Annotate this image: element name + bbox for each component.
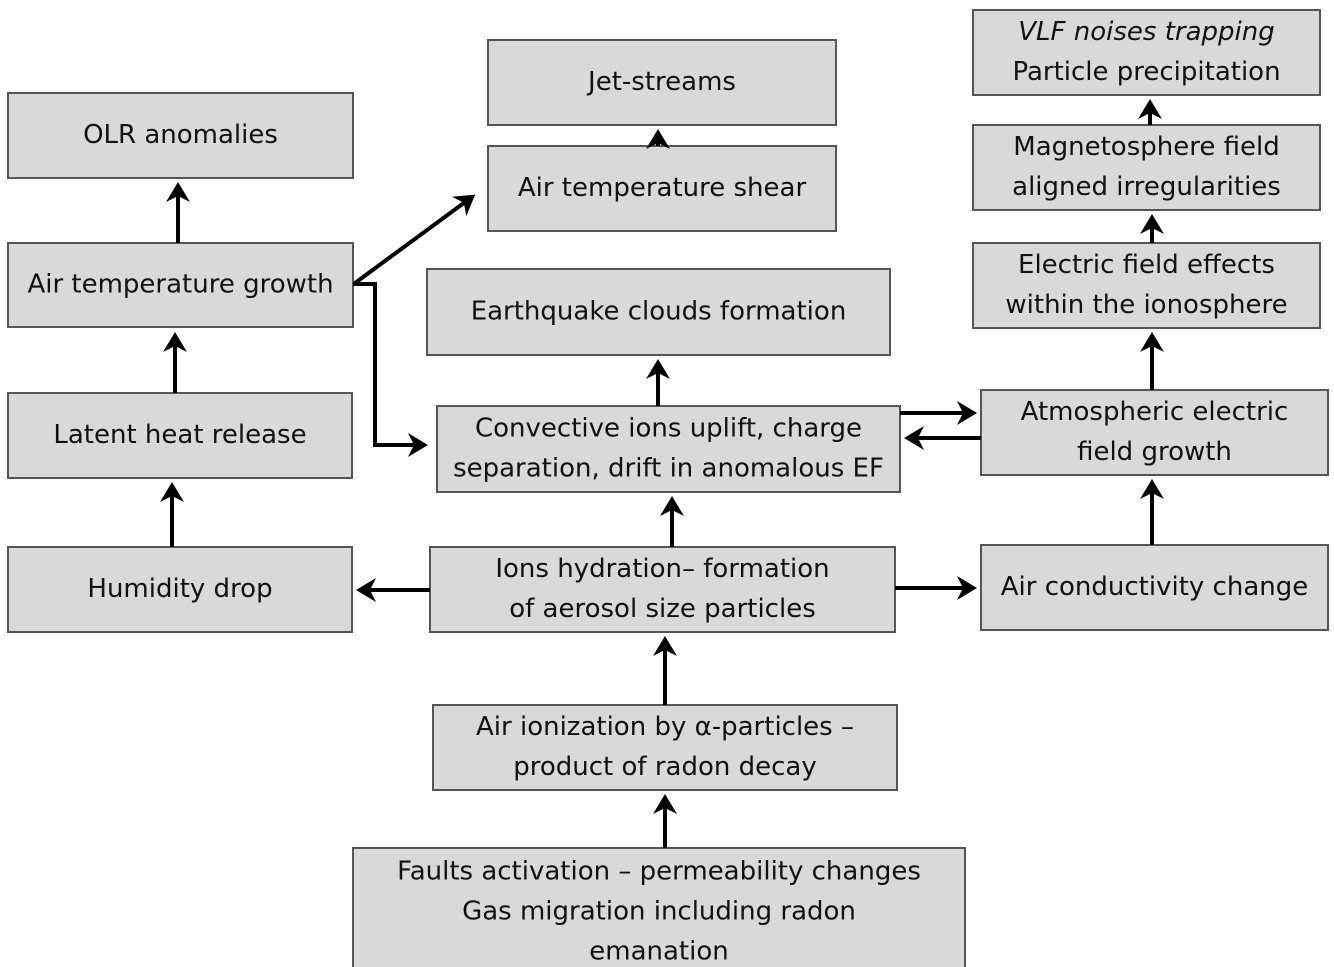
node-label: Atmospheric electric bbox=[1021, 397, 1289, 427]
node-label: Magnetosphere field bbox=[1013, 132, 1279, 162]
node: Atmospheric electric field growth bbox=[980, 389, 1329, 476]
node-box bbox=[7, 392, 353, 479]
node-label: Ions hydration– formation bbox=[495, 554, 829, 584]
node-label: OLR anomalies bbox=[83, 120, 278, 150]
node-label: Particle precipitation bbox=[1012, 57, 1280, 87]
nodes: OLR anomalies Air temperature growth Laten… bbox=[7, 9, 1329, 967]
node-label: Faults activation – permeability changes bbox=[397, 857, 921, 887]
node: Air ionization by α-particles – product o… bbox=[432, 704, 898, 791]
node: Electric field effects within the ionosph… bbox=[972, 242, 1321, 329]
node-box bbox=[980, 389, 1329, 476]
node: Air conductivity change bbox=[980, 544, 1329, 631]
node-label: VLF noises trapping bbox=[1018, 17, 1274, 47]
node: Faults activation – permeability changes… bbox=[352, 847, 966, 967]
node-label: Air temperature shear bbox=[518, 173, 807, 203]
node-box bbox=[7, 546, 353, 633]
node-box bbox=[972, 242, 1321, 329]
node-label: Jet-streams bbox=[586, 67, 736, 97]
node-box bbox=[7, 92, 354, 179]
node: Humidity drop bbox=[7, 546, 353, 633]
node: Jet-streams bbox=[487, 39, 837, 126]
node-box bbox=[487, 39, 837, 126]
node-label: field growth bbox=[1077, 437, 1232, 467]
arrows bbox=[160, 99, 1164, 848]
arrow bbox=[353, 282, 428, 457]
node-box bbox=[980, 544, 1329, 631]
node: Convective ions uplift, charge separation… bbox=[436, 405, 901, 493]
node-box bbox=[487, 145, 837, 232]
node-label: Latent heat release bbox=[53, 420, 306, 450]
node: Latent heat release bbox=[7, 392, 353, 479]
node-label: Air ionization by α-particles – bbox=[476, 712, 854, 742]
node: OLR anomalies bbox=[7, 92, 354, 179]
node-box bbox=[436, 405, 901, 493]
arrow bbox=[353, 194, 476, 285]
node-label: Convective ions uplift, charge bbox=[475, 414, 862, 444]
node: Ions hydration– formation of aerosol size… bbox=[429, 546, 896, 633]
node-box bbox=[352, 847, 966, 967]
node: Air temperature growth bbox=[7, 242, 354, 328]
node: Magnetosphere field aligned irregularitie… bbox=[972, 124, 1321, 211]
node-label: product of radon decay bbox=[513, 752, 816, 782]
node: Earthquake clouds formation bbox=[426, 268, 891, 356]
node-box bbox=[972, 124, 1321, 211]
node-box bbox=[7, 242, 354, 328]
node: VLF noises trapping Particle precipitatio… bbox=[972, 9, 1321, 96]
node-label: Air temperature growth bbox=[27, 270, 333, 300]
node-label: separation, drift in anomalous EF bbox=[453, 454, 884, 484]
node-box bbox=[972, 9, 1321, 96]
node: Air temperature shear bbox=[487, 145, 837, 232]
node-label: of aerosol size particles bbox=[509, 594, 816, 624]
node-label: Air conductivity change bbox=[1001, 572, 1308, 602]
node-box bbox=[432, 704, 898, 791]
node-label: Gas migration including radon bbox=[462, 897, 856, 927]
node-label: aligned irregularities bbox=[1012, 172, 1281, 202]
node-label: within the ionosphere bbox=[1005, 290, 1287, 320]
node-label: Humidity drop bbox=[87, 574, 272, 604]
node-label: Electric field effects bbox=[1018, 250, 1275, 280]
node-label: Earthquake clouds formation bbox=[471, 297, 847, 327]
node-box bbox=[426, 268, 891, 356]
node-label: emanation bbox=[589, 937, 728, 967]
